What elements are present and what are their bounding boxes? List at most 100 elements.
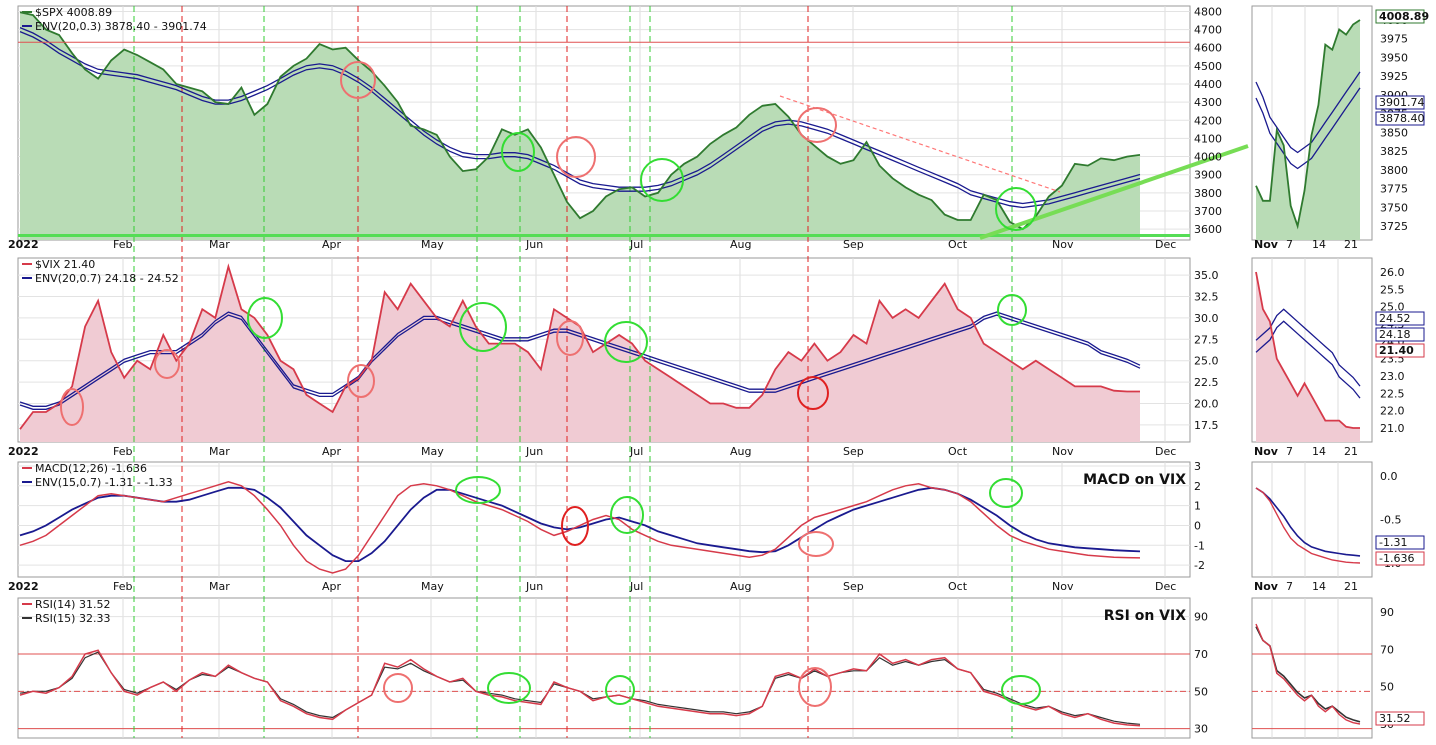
zoom-x-tick: Nov [1254, 238, 1279, 251]
y-tick-label: 1 [1194, 500, 1201, 513]
y-tick-label: 30.0 [1194, 312, 1219, 325]
legend-entry: MACD(12,26) -1.636 [35, 462, 147, 475]
zoom-y-tick-label: 70 [1380, 643, 1394, 656]
zoom-y-tick-label: 3725 [1380, 220, 1408, 233]
y-tick-label: 3 [1194, 460, 1201, 473]
month-label: Mar [209, 580, 230, 593]
envelope-lower-line [19, 30, 1141, 209]
month-label: May [421, 238, 444, 251]
y-tick-label: 27.5 [1194, 333, 1219, 346]
month-label: Jun [525, 445, 543, 458]
zoom-price-line [1255, 19, 1361, 230]
zoom-x-tick: 7 [1286, 445, 1293, 458]
month-label: Feb [113, 445, 132, 458]
zoom-value-box [1375, 111, 1425, 126]
month-label: Apr [322, 445, 342, 458]
vix-circle-green [247, 297, 283, 339]
zoom-y-tick-label: -0.5 [1380, 514, 1401, 527]
annotation-layer [18, 41, 1249, 707]
vix-circle-green [997, 294, 1027, 326]
y-tick-label: 4200 [1194, 114, 1222, 127]
y-tick-label: 4500 [1194, 60, 1222, 73]
month-label: Dec [1155, 238, 1176, 251]
month-label: Aug [730, 445, 751, 458]
legend-entry: ENV(20,0.7) 24.18 - 24.52 [35, 272, 179, 285]
signal-line [19, 651, 1141, 725]
zoom-x-tick: 21 [1344, 238, 1358, 251]
legend-entry: RSI(14) 31.52 [35, 598, 110, 611]
macd-circle-red [561, 506, 589, 546]
month-label: Feb [113, 238, 132, 251]
zoom-value-label: 24.52 [1379, 312, 1411, 325]
vix-circle-green [459, 302, 507, 352]
uptrend-line [979, 144, 1249, 240]
month-label: May [421, 580, 444, 593]
zoom-x-tick: Nov [1254, 445, 1279, 458]
y-tick-label: 0 [1194, 519, 1201, 532]
zoom-price-line [1255, 271, 1360, 429]
y-tick-label: 3900 [1194, 169, 1222, 182]
zoom-y-tick-label: 3950 [1380, 51, 1408, 64]
zoom-value-box [1375, 343, 1425, 358]
y-tick-label: 90 [1194, 611, 1208, 624]
zoom-indicator-line [1255, 623, 1361, 725]
series-layer [19, 11, 1361, 727]
fill-layer [20, 12, 1360, 442]
price-circle-red [340, 61, 376, 99]
zoom-value-box [1375, 9, 1425, 24]
vix-circle-green [604, 321, 648, 363]
month-label: Sep [843, 445, 864, 458]
downtrend-line [779, 95, 1061, 193]
panel-title: MACD on VIX [1083, 472, 1186, 488]
y-tick-label: 3700 [1194, 205, 1222, 218]
zoom-value-label: 24.18 [1379, 328, 1411, 341]
zoom-y-tick-label: 3850 [1380, 126, 1408, 139]
zoom-signal-line [1255, 487, 1361, 557]
y-tick-label: 17.5 [1194, 419, 1219, 432]
zoom-value-label: 21.40 [1379, 344, 1414, 357]
price-circle-red [556, 136, 596, 178]
month-label: Jul [629, 238, 643, 251]
vix-circle-red [60, 388, 84, 426]
macd-circle-green [455, 476, 501, 504]
zoom-x-tick: 14 [1312, 445, 1326, 458]
month-label: Aug [730, 580, 751, 593]
y-tick-label: 20.0 [1194, 397, 1219, 410]
text-layer: 3600370038003900400041004200430044004500… [8, 5, 1429, 735]
year-label: 2022 [8, 238, 39, 251]
price-circle-green [995, 187, 1037, 231]
zoom-y-tick-label: 3800 [1380, 164, 1408, 177]
macd-circle-red [798, 531, 834, 557]
zoom-value-label: 3878.40 [1379, 112, 1425, 125]
zoom-panel-frame [1251, 461, 1373, 578]
y-tick-label: 4700 [1194, 24, 1222, 37]
zoom-y-tick-label: 0.0 [1380, 470, 1398, 483]
month-label: Oct [948, 238, 968, 251]
y-tick-label: 50 [1194, 685, 1208, 698]
legend-entry: $SPX 4008.89 [35, 6, 112, 19]
panel-title: RSI on VIX [1104, 608, 1186, 624]
month-label: Apr [322, 580, 342, 593]
y-tick-label: -1 [1194, 539, 1205, 552]
y-tick-label: 25.0 [1194, 355, 1219, 368]
zoom-envelope-upper [1255, 308, 1361, 387]
y-tick-label: 32.5 [1194, 291, 1219, 304]
month-label: May [421, 445, 444, 458]
zoom-value-box [1375, 551, 1425, 566]
y-tick-label: 4000 [1194, 151, 1222, 164]
zoom-y-tick-label: 3825 [1380, 145, 1408, 158]
price-circle-green [501, 132, 535, 172]
zoom-panel-frame [1251, 597, 1373, 739]
zoom-value-label: 3901.74 [1379, 96, 1425, 109]
month-label: Mar [209, 445, 230, 458]
zoom-value-label: 31.52 [1379, 712, 1411, 725]
year-label: 2022 [8, 445, 39, 458]
month-label: Oct [948, 580, 968, 593]
price-line [19, 11, 1141, 231]
zoom-indicator-line [1255, 487, 1361, 564]
month-label: Nov [1052, 238, 1074, 251]
price-circle-red [797, 107, 837, 143]
y-tick-label: 4300 [1194, 96, 1222, 109]
zoom-y-tick-label: 22.0 [1380, 405, 1405, 418]
